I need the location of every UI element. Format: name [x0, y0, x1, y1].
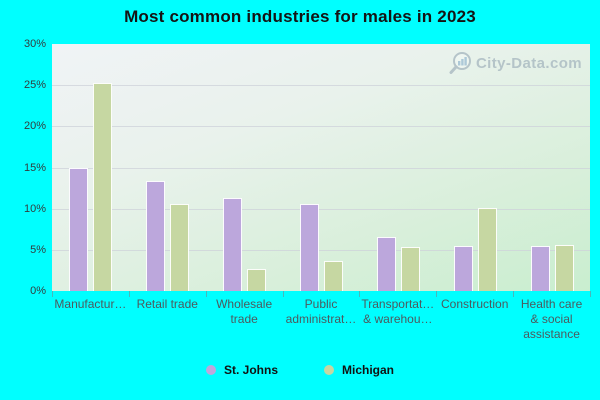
y-axis-label-20pct: 20% — [23, 120, 46, 133]
legend-swatch-icon — [324, 365, 334, 375]
legend-swatch-icon — [205, 365, 216, 375]
x-axis-label-0: Manufactur… — [54, 297, 127, 311]
bar-st-johns-1 — [146, 181, 166, 291]
gridline-20 — [52, 126, 590, 128]
y-axis-label-10pct: 10% — [23, 202, 46, 215]
x-axis-label-3: Public administrat… — [285, 297, 357, 326]
gridline-5 — [52, 249, 590, 251]
bar-st-johns-3 — [300, 204, 319, 291]
bar-st-johns-5 — [453, 245, 473, 291]
legend-label: Michigan — [342, 363, 395, 377]
watermark-text: City-Data.com — [475, 55, 582, 72]
y-axis-label-0pct: 0% — [30, 285, 46, 297]
legend-item-st-johns: St. Johns — [205, 363, 278, 377]
legend-label: St. Johns — [223, 363, 278, 377]
x-axis-tick-4 — [359, 291, 361, 297]
x-axis-tick-2 — [205, 291, 207, 297]
gridline-10 — [52, 208, 590, 210]
bar-st-johns-6 — [530, 245, 550, 291]
watermark: City-Data.com — [448, 50, 582, 77]
bar-st-johns-2 — [223, 197, 243, 291]
legend-item-michigan: Michigan — [324, 363, 394, 377]
plot-area: City-Data.com — [52, 44, 590, 291]
x-axis-tick-1 — [128, 291, 130, 297]
bar-michigan-4 — [400, 247, 420, 291]
gridline-15 — [52, 167, 590, 169]
legend: St. Johns Michigan — [0, 363, 600, 377]
x-axis-label-6: Health care & social assistance — [520, 297, 583, 341]
x-axis-tick-6 — [513, 291, 515, 297]
x-axis-label-2: Wholesale trade — [216, 297, 273, 326]
magnifier-barchart-icon — [448, 50, 474, 77]
bar-michigan-1 — [170, 204, 190, 291]
bar-michigan-3 — [324, 261, 343, 291]
bar-michigan-6 — [554, 244, 574, 291]
y-axis-label-25pct: 25% — [23, 79, 46, 92]
gridline-25 — [52, 85, 590, 87]
x-axis-tick-7 — [590, 291, 591, 297]
bar-st-johns-4 — [376, 237, 396, 291]
chart-title: Most common industries for males in 2023 — [124, 7, 476, 26]
x-axis-tick-0 — [52, 291, 53, 297]
y-axis-label-30pct: 30% — [23, 38, 46, 50]
x-axis-label-1: Retail trade — [136, 297, 198, 311]
x-axis-tick-5 — [436, 291, 438, 297]
y-axis-label-15pct: 15% — [23, 161, 46, 174]
bar-michigan-2 — [247, 269, 267, 291]
bar-michigan-0 — [93, 82, 113, 291]
x-axis-label-5: Construction — [441, 297, 509, 311]
x-axis-label-4: Transportat… & warehou… — [361, 297, 435, 326]
bar-michigan-5 — [477, 207, 497, 291]
y-axis-label-5pct: 5% — [30, 243, 46, 256]
x-axis-tick-3 — [282, 291, 284, 297]
bar-st-johns-0 — [69, 168, 89, 291]
